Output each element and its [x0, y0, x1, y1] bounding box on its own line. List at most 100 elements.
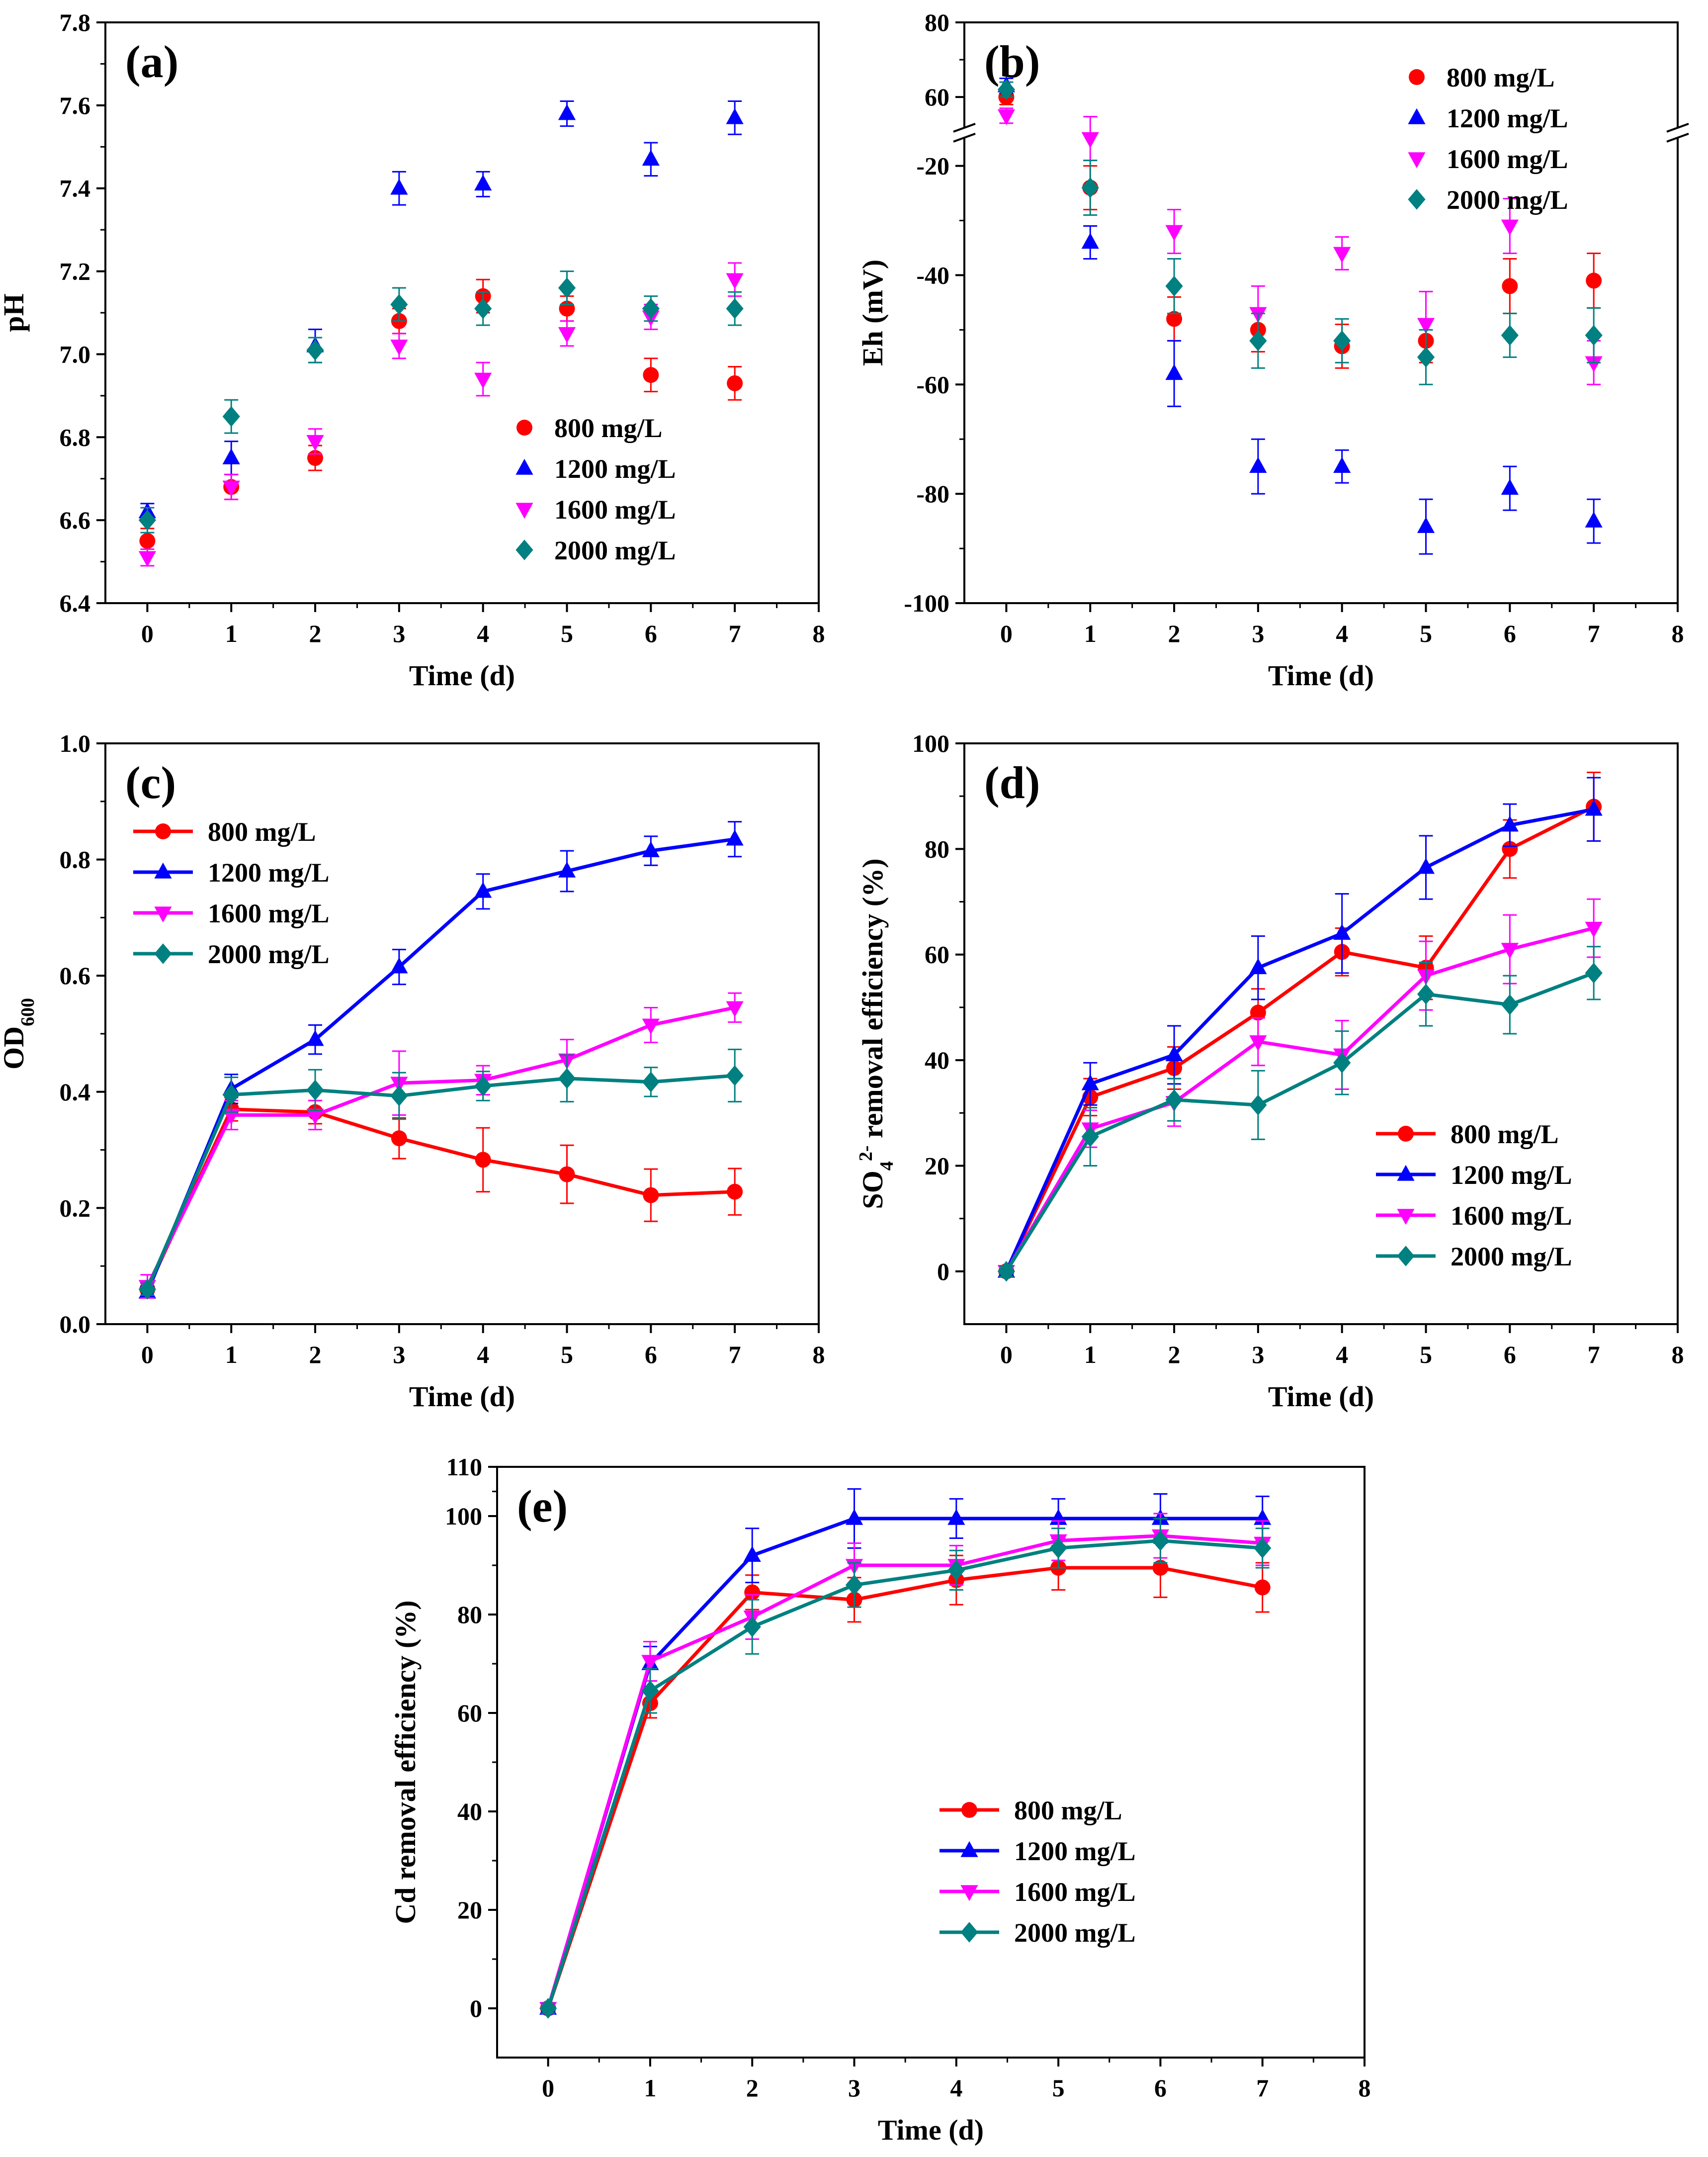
y-tick-label: 80 — [457, 1601, 482, 1628]
data-point — [1333, 1052, 1351, 1074]
data-point — [743, 1616, 761, 1637]
series-line — [546, 1534, 1263, 2009]
data-point — [642, 1072, 660, 1092]
data-point — [1249, 1035, 1267, 1052]
series-line — [146, 1006, 735, 1287]
y-tick-label: 7.8 — [60, 8, 91, 36]
data-point — [1502, 841, 1518, 857]
data-point — [743, 1546, 761, 1562]
data-point — [1249, 1094, 1267, 1116]
x-tick-label: 4 — [950, 2074, 962, 2102]
data-point — [1585, 325, 1603, 346]
panel-label: (d) — [984, 757, 1040, 808]
y-tick-label: 0.0 — [60, 1310, 91, 1338]
series-line — [546, 1538, 1263, 2009]
x-tick-label: 8 — [813, 620, 825, 647]
legend-marker — [1397, 1209, 1415, 1225]
series-line — [146, 1107, 735, 1290]
x-tick-label: 1 — [644, 2074, 656, 2102]
data-point — [1417, 517, 1435, 533]
data-point — [1166, 311, 1183, 327]
data-point — [222, 448, 240, 464]
series-line — [1005, 805, 1595, 1272]
y-tick-label: 60 — [925, 941, 949, 969]
data-point — [1165, 225, 1183, 241]
data-point — [306, 435, 324, 451]
y-axis-label-subscript: 600 — [17, 998, 38, 1026]
data-point — [390, 294, 408, 315]
data-point — [997, 1261, 1016, 1282]
series-line — [1005, 808, 1594, 1272]
x-tick-label: 3 — [393, 620, 405, 647]
x-tick-label: 7 — [1588, 620, 1600, 647]
x-tick-label: 2 — [746, 2074, 759, 2102]
data-point — [539, 1998, 557, 2019]
data-point — [474, 298, 492, 319]
legend-marker — [155, 823, 171, 839]
y-axis-label: OD600 — [0, 998, 38, 1070]
data-point — [391, 1130, 407, 1147]
data-point — [845, 1509, 863, 1525]
legend: 800 mg/L 1200 mg/L 1600 mg/L 2000 mg/L — [515, 413, 676, 565]
data-point — [138, 551, 157, 567]
data-point — [1165, 275, 1183, 297]
data-point — [726, 108, 744, 124]
x-tick-label: 2 — [1168, 1341, 1181, 1368]
x-tick-label: 5 — [561, 620, 573, 647]
y-tick-label: 60 — [925, 83, 949, 111]
data-point — [1250, 1004, 1266, 1021]
series-line — [546, 1566, 1263, 2009]
data-point — [1254, 1579, 1271, 1596]
data-point — [1249, 958, 1267, 975]
legend-label: 800 mg/L — [208, 817, 316, 847]
x-tick-label: 3 — [1252, 1341, 1264, 1368]
x-tick-label: 6 — [645, 620, 657, 647]
data-point — [1249, 456, 1267, 473]
y-axis-label: pH — [0, 293, 30, 332]
x-tick-label: 6 — [1504, 1341, 1516, 1368]
y-tick-label: 6.8 — [60, 423, 91, 451]
y-tick-label: 7.6 — [60, 91, 91, 119]
y-axis-label: SO42- removal efficiency (%) — [855, 858, 897, 1209]
y-tick-label: 1.0 — [60, 729, 91, 757]
data-point — [474, 372, 492, 389]
legend-label: 1600 mg/L — [208, 899, 330, 928]
data-point — [1501, 994, 1519, 1015]
y-tick-label: 0.4 — [60, 1078, 91, 1106]
legend: 800 mg/L 1200 mg/L 1600 mg/L 2000 mg/L — [133, 817, 330, 969]
data-point — [642, 841, 660, 857]
data-point — [222, 1084, 240, 1105]
y-tick-label: 7.4 — [60, 175, 91, 202]
legend-label: 2000 mg/L — [1014, 1918, 1136, 1948]
legend-marker — [154, 906, 172, 923]
data-point — [1417, 858, 1435, 874]
legend-marker — [1409, 69, 1425, 85]
x-tick-label: 4 — [477, 1341, 489, 1368]
data-point — [138, 1279, 157, 1300]
x-tick-label: 4 — [1336, 1341, 1348, 1368]
series-2000-mg-L — [138, 1049, 744, 1300]
x-axis-label: Time (d) — [1268, 659, 1374, 692]
series-800-mg-L — [139, 1096, 743, 1297]
y-tick-label: 80 — [925, 8, 949, 36]
data-point — [306, 1030, 324, 1046]
axis-break-mark — [1666, 123, 1689, 133]
data-point — [558, 104, 576, 120]
chart-panel: 0 1 2 3 4 5 6 7 8 6.4 6.6 6.8 7.0 7.2 7.4 7.6 7.8 Time (d… — [0, 8, 825, 692]
x-tick-label: 0 — [542, 2074, 554, 2102]
data-point — [727, 1183, 743, 1200]
data-point — [1254, 1537, 1272, 1559]
legend-marker — [515, 539, 533, 560]
legend-label: 800 mg/L — [1014, 1796, 1122, 1825]
data-point — [1417, 347, 1435, 368]
y-tick-label: 100 — [912, 729, 949, 757]
legend-label: 2000 mg/L — [1447, 185, 1568, 215]
y-axis-label-main: pH — [0, 293, 30, 332]
data-point — [641, 1655, 659, 1671]
x-tick-label: 7 — [729, 620, 741, 647]
data-point — [1165, 1089, 1183, 1110]
y-axis-label-main: Eh (mV) — [856, 260, 889, 366]
legend-marker — [1408, 189, 1426, 210]
data-point — [558, 1068, 576, 1089]
